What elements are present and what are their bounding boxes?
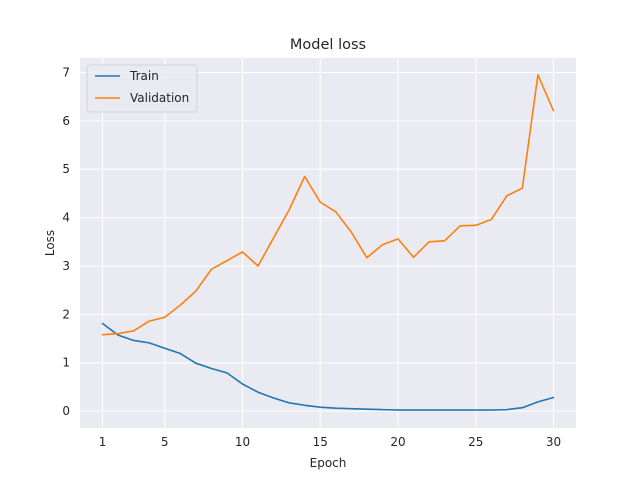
chart-title: Model loss: [290, 37, 366, 53]
y-tick-label: 5: [62, 162, 70, 176]
x-tick-label: 20: [390, 435, 405, 449]
legend-label-validation: Validation: [130, 91, 189, 105]
series-line-validation: [101, 74, 555, 336]
x-tick-label: 15: [313, 435, 328, 449]
x-tick-label: 1: [99, 435, 107, 449]
series-line-train: [101, 322, 555, 411]
y-tick-label: 3: [62, 259, 70, 273]
x-axis-label: Epoch: [310, 456, 347, 470]
y-tick-label: 1: [62, 356, 70, 370]
legend-label-train: Train: [129, 69, 159, 83]
y-tick-label: 6: [62, 114, 70, 128]
y-axis-label: Loss: [43, 230, 57, 256]
grid-lines: [80, 58, 576, 428]
x-tick-label: 5: [161, 435, 169, 449]
legend: Train Validation: [86, 64, 198, 113]
x-tick-label: 30: [546, 435, 561, 449]
x-tick-label: 10: [235, 435, 250, 449]
y-tick-label: 2: [62, 307, 70, 321]
x-tick-label: 25: [468, 435, 483, 449]
series-layer: [101, 74, 555, 411]
y-tick-label: 4: [62, 211, 70, 225]
y-tick-labels: 0 1 2 3 4 5 6 7: [62, 66, 70, 419]
y-tick-label: 7: [62, 66, 70, 80]
y-tick-label: 0: [62, 404, 70, 418]
plot-area: [80, 58, 576, 428]
x-tick-labels: 1 5 10 15 20 25 30: [99, 435, 561, 449]
